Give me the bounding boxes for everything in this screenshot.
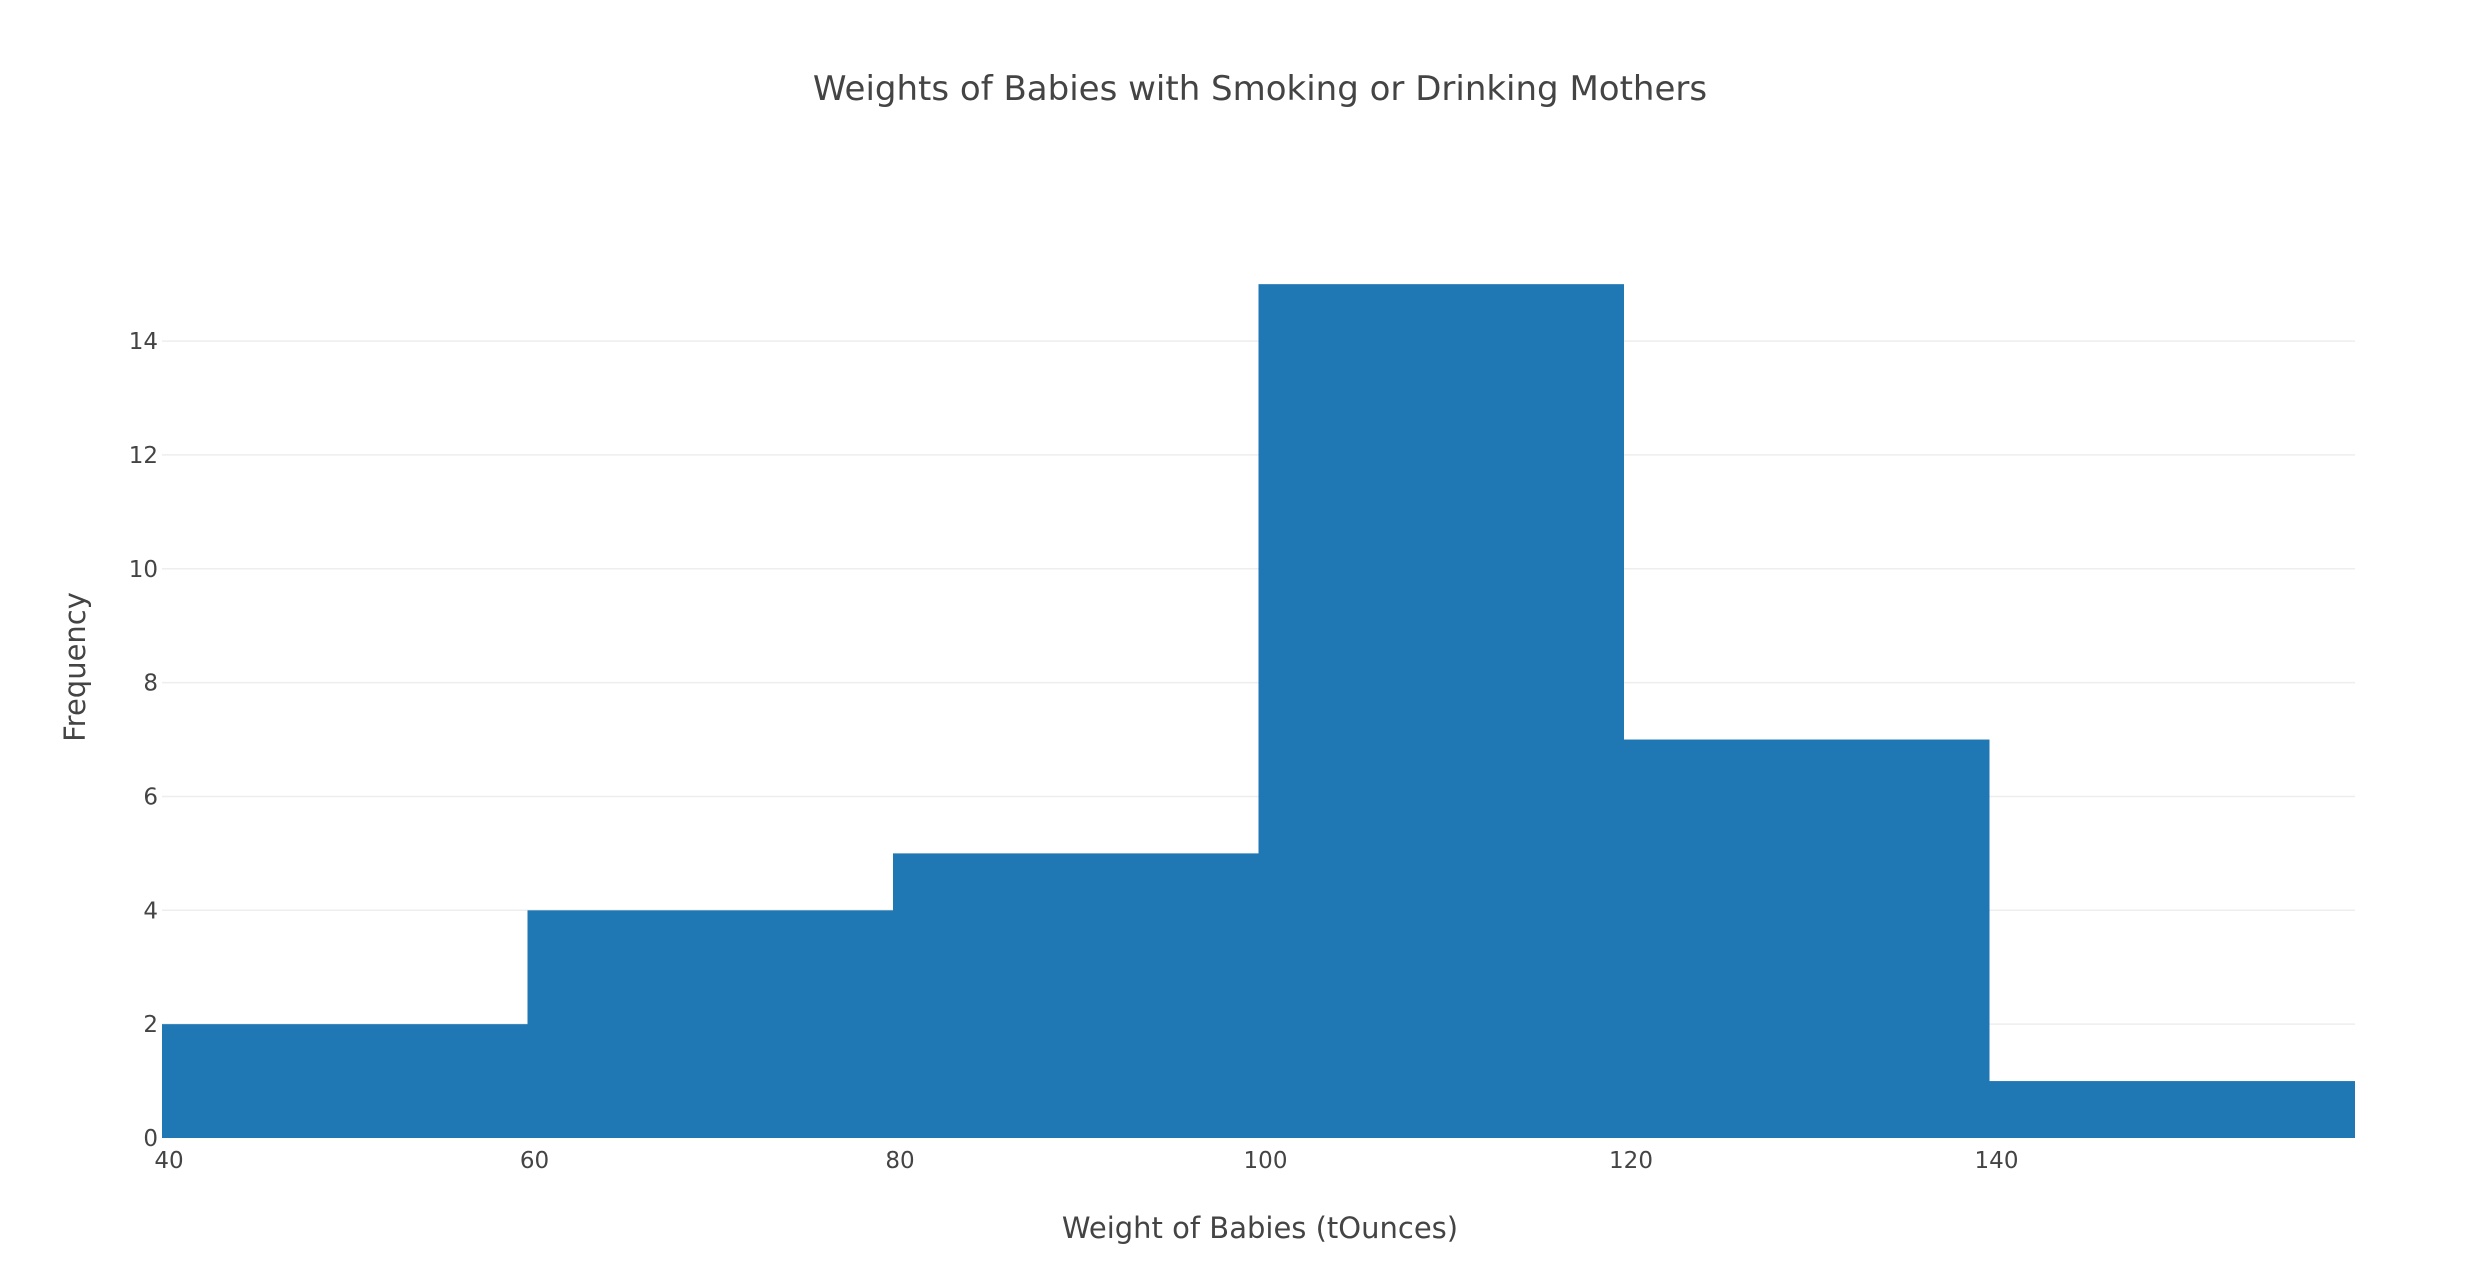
histogram-bar bbox=[893, 853, 1259, 1138]
y-axis-ticks: 0 2 4 6 8 10 12 14 bbox=[129, 329, 158, 1152]
histogram-bar bbox=[1258, 284, 1624, 1139]
histogram-bar bbox=[162, 1024, 528, 1138]
histogram-bar bbox=[527, 910, 893, 1138]
y-tick-label: 4 bbox=[143, 898, 158, 924]
histogram-bars bbox=[162, 284, 2355, 1139]
x-tick-label: 80 bbox=[885, 1148, 914, 1174]
histogram-bar bbox=[1624, 739, 1990, 1138]
chart-title: Weights of Babies with Smoking or Drinki… bbox=[813, 69, 1707, 109]
y-tick-label: 0 bbox=[143, 1126, 158, 1152]
y-tick-label: 6 bbox=[143, 784, 158, 810]
x-tick-label: 100 bbox=[1244, 1148, 1288, 1174]
x-axis-ticks: 40 60 80 100 120 140 bbox=[154, 1148, 2018, 1174]
y-tick-label: 12 bbox=[129, 443, 158, 469]
y-axis-title: Frequency bbox=[58, 592, 92, 742]
x-tick-label: 60 bbox=[520, 1148, 549, 1174]
x-tick-label: 40 bbox=[154, 1148, 183, 1174]
y-tick-label: 10 bbox=[129, 557, 158, 583]
x-tick-label: 120 bbox=[1609, 1148, 1653, 1174]
histogram-bar bbox=[1989, 1081, 2355, 1138]
y-tick-label: 2 bbox=[143, 1012, 158, 1038]
x-axis-title: Weight of Babies (tOunces) bbox=[1062, 1211, 1458, 1245]
x-tick-label: 140 bbox=[1975, 1148, 2019, 1174]
y-tick-label: 14 bbox=[129, 329, 158, 355]
y-tick-label: 8 bbox=[143, 671, 158, 697]
